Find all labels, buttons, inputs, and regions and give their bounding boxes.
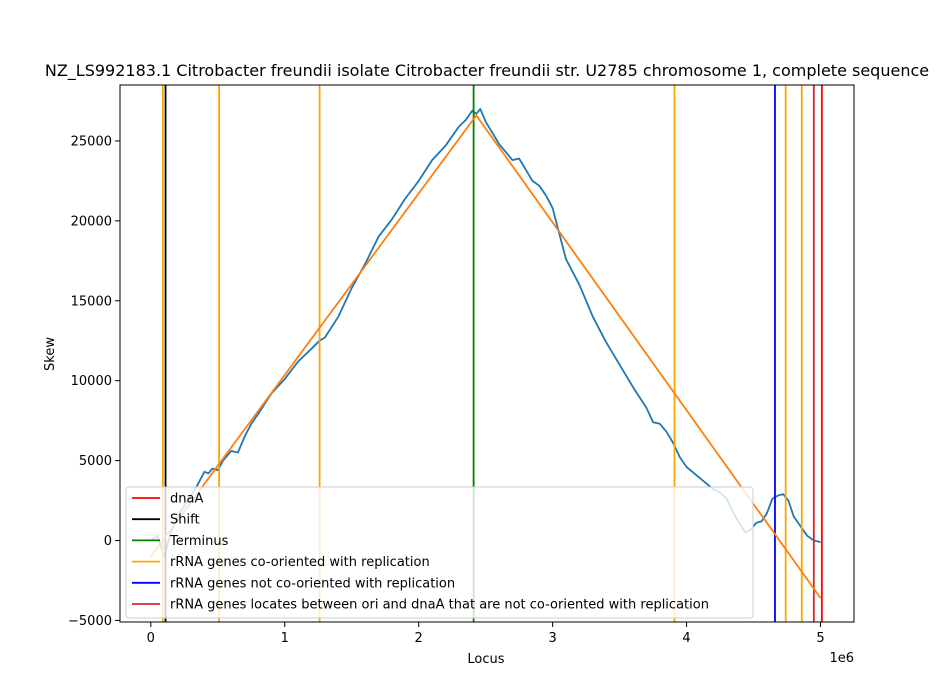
axes-frame <box>119 84 855 623</box>
y-axis-label: Skew <box>43 337 58 371</box>
legend-label-dnaA: dnaA <box>170 492 203 507</box>
legend-label-rrna_not_co: rRNA genes not co-oriented with replicat… <box>170 576 455 591</box>
y-tick-label: 0 <box>104 534 112 549</box>
x-tick-label: 5 <box>816 631 824 646</box>
legend: dnaA Shift Terminus rRNA genes co-oriented … <box>125 486 754 619</box>
y-tick-label: 5000 <box>79 454 112 469</box>
y-tick-label: 25000 <box>71 134 112 149</box>
x-tick-label: 2 <box>415 631 423 646</box>
legend-label-terminus: Terminus <box>169 534 229 549</box>
legend-label-shift: Shift <box>170 513 200 528</box>
y-tick-label: −5000 <box>68 614 112 629</box>
legend-label-rrna_between: rRNA genes locates between ori and dnaA … <box>170 598 709 613</box>
x-tick-label: 4 <box>682 631 690 646</box>
x-tick-label: 0 <box>147 631 155 646</box>
y-tick-label: 15000 <box>71 294 112 309</box>
x-offset-label: 1e6 <box>829 651 854 666</box>
x-tick-label: 1 <box>281 631 289 646</box>
fit-line <box>150 113 822 599</box>
plot-area: 0 1 2 3 4 5 −5000 0 5000 10000 15000 20000 25000 dnaA… <box>68 84 855 646</box>
y-tick-label: 20000 <box>71 214 112 229</box>
legend-box <box>125 486 754 619</box>
legend-label-rrna_co: rRNA genes co-oriented with replication <box>170 555 430 570</box>
x-tick-label: 3 <box>548 631 556 646</box>
x-axis-label: Locus <box>467 652 504 667</box>
y-tick-label: 10000 <box>71 374 112 389</box>
chart-title: NZ_LS992183.1 Citrobacter freundii isola… <box>45 61 929 81</box>
